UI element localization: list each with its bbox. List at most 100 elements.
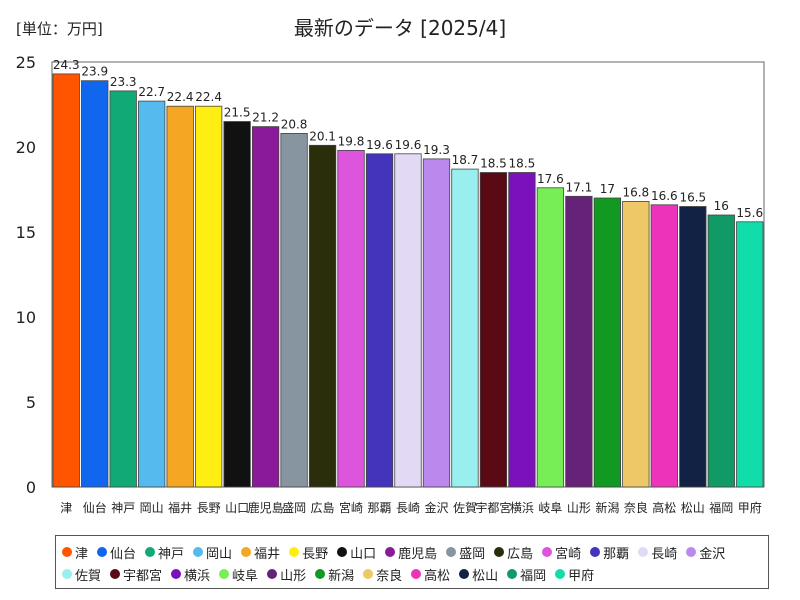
legend-label: 新潟 — [328, 568, 355, 584]
legend-swatch — [62, 547, 72, 557]
legend-swatch — [638, 547, 649, 557]
bar-鹿児島 — [251, 126, 280, 488]
legend-item: 那覇 — [590, 541, 629, 563]
legend-item: 長崎 — [638, 541, 677, 563]
bar-岡山 — [138, 100, 166, 488]
data-label: 23.9 — [81, 65, 108, 79]
legend-swatch — [193, 547, 204, 557]
x-tick-label: 広島 — [311, 500, 335, 515]
legend-item: 宮崎 — [542, 541, 581, 563]
bar-福岡 — [707, 214, 735, 488]
legend-swatch — [686, 547, 697, 557]
x-tick-label: 甲府 — [738, 500, 762, 515]
legend-label: 高松 — [424, 568, 451, 584]
legend-item: 岡山 — [193, 541, 232, 563]
bar-新潟 — [593, 197, 621, 488]
legend-swatch — [446, 547, 457, 557]
x-tick-label: 岡山 — [140, 501, 164, 515]
bar-那覇 — [365, 153, 394, 488]
bar-高松 — [650, 204, 678, 488]
legend-label: 甲府 — [568, 568, 595, 584]
bar-山形 — [565, 195, 593, 488]
bar-山口 — [223, 121, 251, 488]
legend-item: 山口 — [337, 541, 376, 563]
data-label: 17.6 — [537, 172, 564, 186]
bar-佐賀 — [451, 168, 479, 488]
data-label: 22.7 — [138, 85, 165, 99]
legend-item: 山形 — [267, 563, 306, 585]
legend-label: 山形 — [280, 568, 307, 584]
legend-swatch — [411, 569, 422, 579]
legend-label: 宇都宮 — [123, 568, 163, 584]
data-label: 19.3 — [423, 143, 450, 157]
x-tick-label: 仙台 — [83, 500, 107, 515]
x-tick-label: 金沢 — [424, 500, 448, 515]
legend-label: 長崎 — [651, 546, 678, 562]
legend-label: 松山 — [472, 568, 499, 584]
bar-長崎 — [394, 153, 422, 488]
legend-label: 福井 — [254, 546, 281, 562]
legend-item: 甲府 — [555, 563, 594, 585]
y-tick-label: 10 — [16, 308, 36, 327]
bar-長野 — [194, 105, 223, 488]
legend-item: 福井 — [241, 541, 280, 563]
legend-label: 佐賀 — [75, 568, 102, 584]
legend-swatch — [555, 569, 566, 579]
legend-swatch — [459, 569, 470, 579]
x-tick-label: 神戸 — [111, 501, 135, 515]
x-tick-label: 岐阜 — [538, 501, 562, 515]
y-tick-label: 15 — [16, 223, 36, 242]
legend-swatch — [337, 547, 348, 557]
y-tick-label: 25 — [16, 53, 36, 72]
x-tick-label: 長崎 — [396, 501, 420, 515]
legend-item: 鹿児島 — [385, 541, 437, 563]
data-label: 22.4 — [195, 90, 222, 104]
legend-item: 仙台 — [97, 541, 136, 563]
data-label: 22.4 — [167, 90, 194, 104]
legend-label: 山口 — [350, 546, 377, 562]
x-tick-label: 松山 — [681, 501, 705, 515]
bar-横浜 — [508, 172, 536, 488]
legend-label: 仙台 — [110, 546, 137, 562]
bar-福井 — [166, 105, 194, 488]
legend-label: 福岡 — [520, 568, 547, 584]
data-label: 16.6 — [651, 189, 678, 203]
legend-swatch — [507, 569, 518, 579]
data-label: 23.3 — [110, 75, 137, 89]
legend-swatch — [97, 547, 108, 557]
legend-label: 長野 — [302, 546, 329, 562]
bar-金沢 — [422, 158, 451, 488]
legend-label: 横浜 — [184, 568, 211, 584]
x-tick-label: 奈良 — [624, 500, 648, 515]
bar-神戸 — [109, 90, 137, 488]
bar-松山 — [679, 206, 707, 488]
legend-item: 盛岡 — [446, 541, 485, 563]
x-tick-label: 盛岡 — [282, 500, 306, 515]
legend-label: 鹿児島 — [398, 546, 438, 562]
x-tick-label: 新潟 — [595, 500, 619, 515]
legend-label: 広島 — [507, 546, 534, 562]
legend-item: 福岡 — [507, 563, 546, 585]
legend-item: 佐賀 — [62, 563, 101, 585]
legend-swatch — [542, 547, 553, 557]
data-label: 18.7 — [452, 153, 479, 167]
bar-宇都宮 — [479, 172, 508, 488]
legend-label: 岐阜 — [232, 568, 259, 584]
data-label: 21.2 — [252, 111, 279, 125]
bar-盛岡 — [280, 132, 308, 488]
data-label: 24.3 — [53, 58, 80, 72]
data-label: 19.6 — [366, 138, 393, 152]
legend-item: 宇都宮 — [110, 563, 162, 585]
data-label: 20.8 — [281, 117, 308, 131]
legend-swatch — [241, 547, 252, 557]
legend-label: 盛岡 — [459, 546, 486, 562]
legend-item: 神戸 — [145, 541, 184, 563]
legend-swatch — [590, 547, 601, 557]
x-tick-label: 長野 — [197, 501, 221, 515]
x-tick-label: 鹿児島 — [248, 500, 284, 515]
legend-swatch — [363, 569, 374, 579]
x-tick-label: 山形 — [567, 501, 591, 515]
bar-奈良 — [622, 200, 650, 488]
bar-宮崎 — [337, 149, 365, 488]
legend-swatch — [267, 569, 278, 579]
